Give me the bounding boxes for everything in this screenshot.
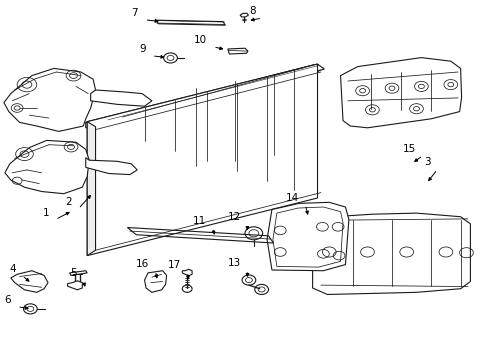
Polygon shape: [86, 65, 323, 128]
Text: 10: 10: [194, 35, 207, 45]
Text: 3: 3: [424, 157, 431, 167]
Text: 16: 16: [136, 259, 149, 269]
Text: 2: 2: [65, 197, 72, 207]
Text: 14: 14: [286, 193, 299, 203]
Polygon shape: [87, 122, 96, 256]
Text: 11: 11: [193, 216, 206, 226]
Text: 13: 13: [228, 258, 241, 268]
Polygon shape: [86, 67, 323, 124]
Text: 1: 1: [42, 208, 49, 218]
Polygon shape: [4, 68, 96, 131]
Polygon shape: [267, 202, 349, 271]
Polygon shape: [91, 90, 152, 106]
Polygon shape: [313, 213, 470, 294]
Polygon shape: [11, 271, 48, 292]
Polygon shape: [5, 140, 89, 194]
Text: 12: 12: [228, 212, 241, 222]
Text: 7: 7: [131, 8, 138, 18]
Polygon shape: [145, 271, 167, 292]
Polygon shape: [341, 58, 462, 128]
Text: 4: 4: [9, 264, 16, 274]
Text: 15: 15: [403, 144, 416, 154]
Text: 17: 17: [168, 260, 181, 270]
Polygon shape: [87, 64, 318, 256]
Text: 9: 9: [139, 44, 146, 54]
Text: 6: 6: [4, 295, 11, 305]
Polygon shape: [86, 158, 137, 175]
Text: 8: 8: [249, 6, 256, 16]
Polygon shape: [87, 64, 324, 127]
Text: 5: 5: [70, 268, 77, 278]
